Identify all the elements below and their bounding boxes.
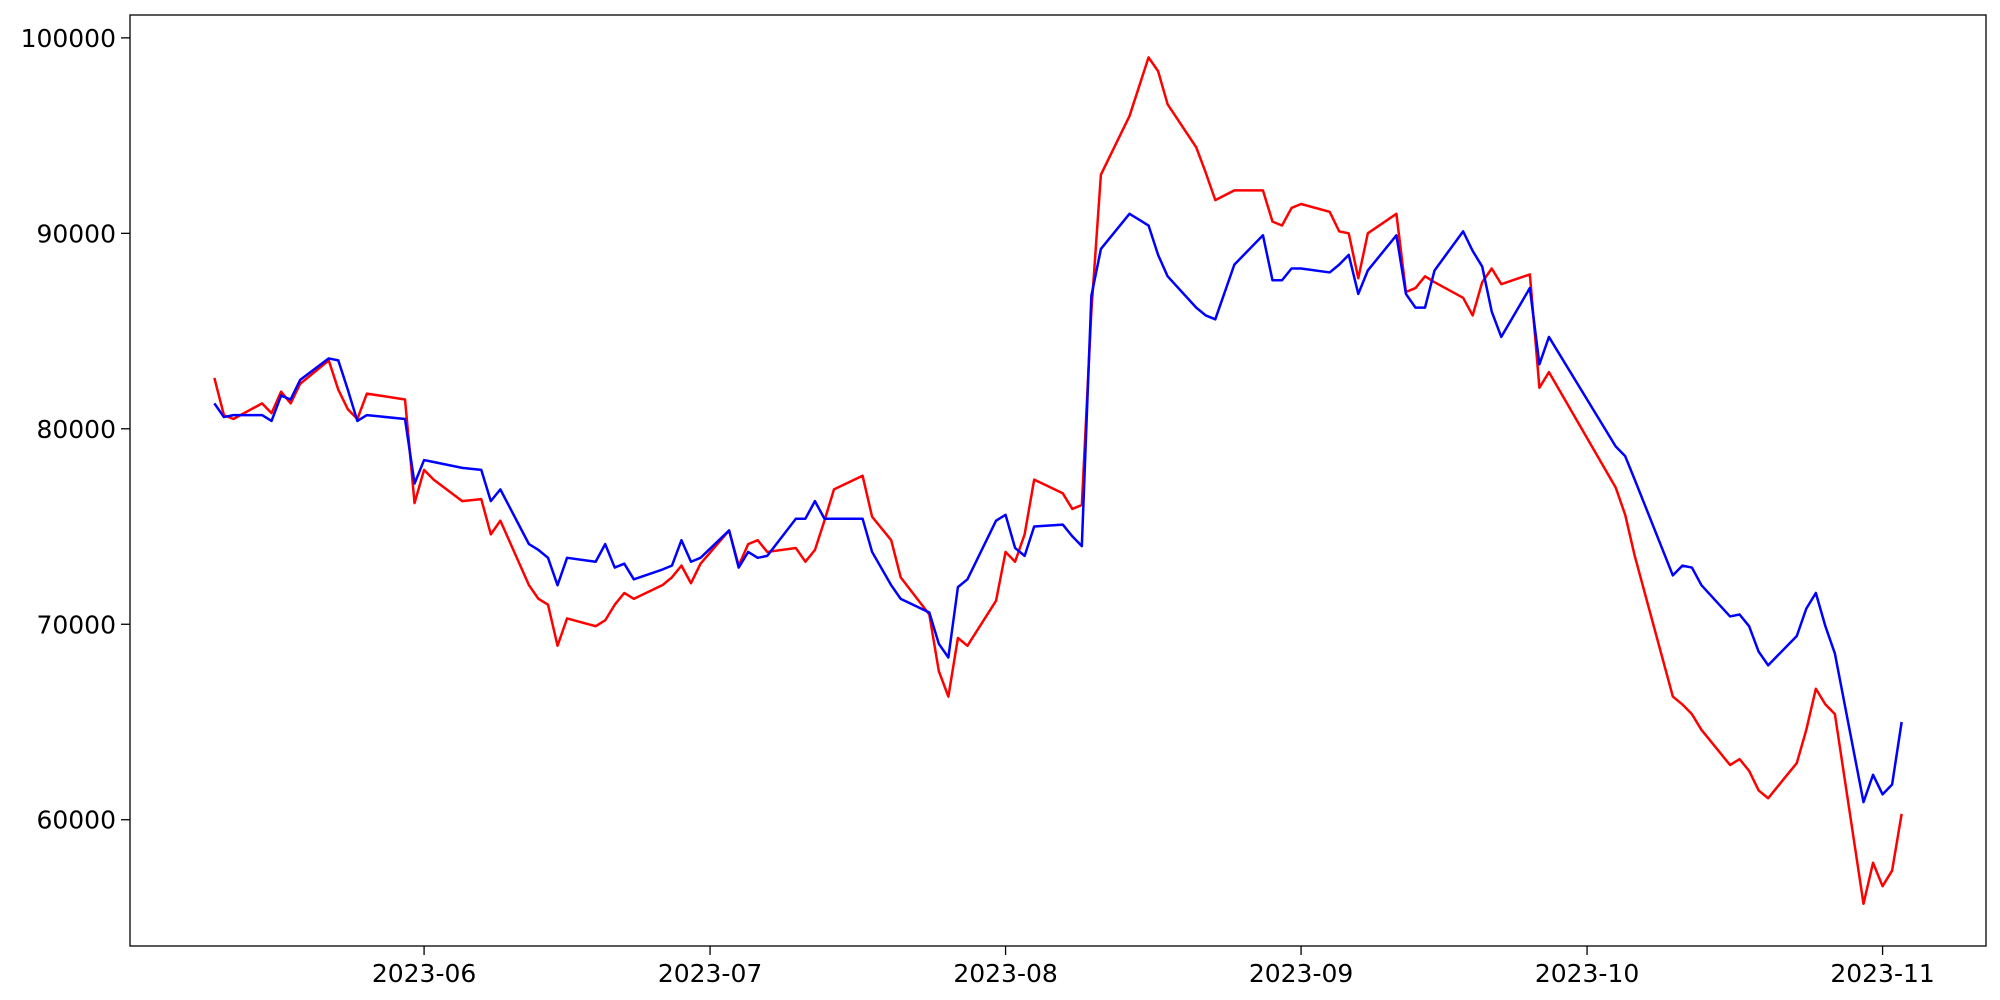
x-tick-label: 2023-11 [1830,959,1934,988]
y-tick-label: 90000 [36,219,116,248]
y-tick-label: 60000 [36,806,116,835]
x-tick-label: 2023-10 [1535,959,1639,988]
x-tick-label: 2023-06 [372,959,476,988]
x-tick-label: 2023-09 [1249,959,1353,988]
x-tick-label: 2023-07 [658,959,762,988]
y-tick-label: 100000 [21,24,116,53]
y-tick-label: 70000 [36,610,116,639]
series-line [213,212,1903,804]
plot-frame [129,14,1987,947]
x-tick-label: 2023-08 [953,959,1057,988]
series-line [213,56,1903,906]
y-tick-label: 80000 [36,415,116,444]
